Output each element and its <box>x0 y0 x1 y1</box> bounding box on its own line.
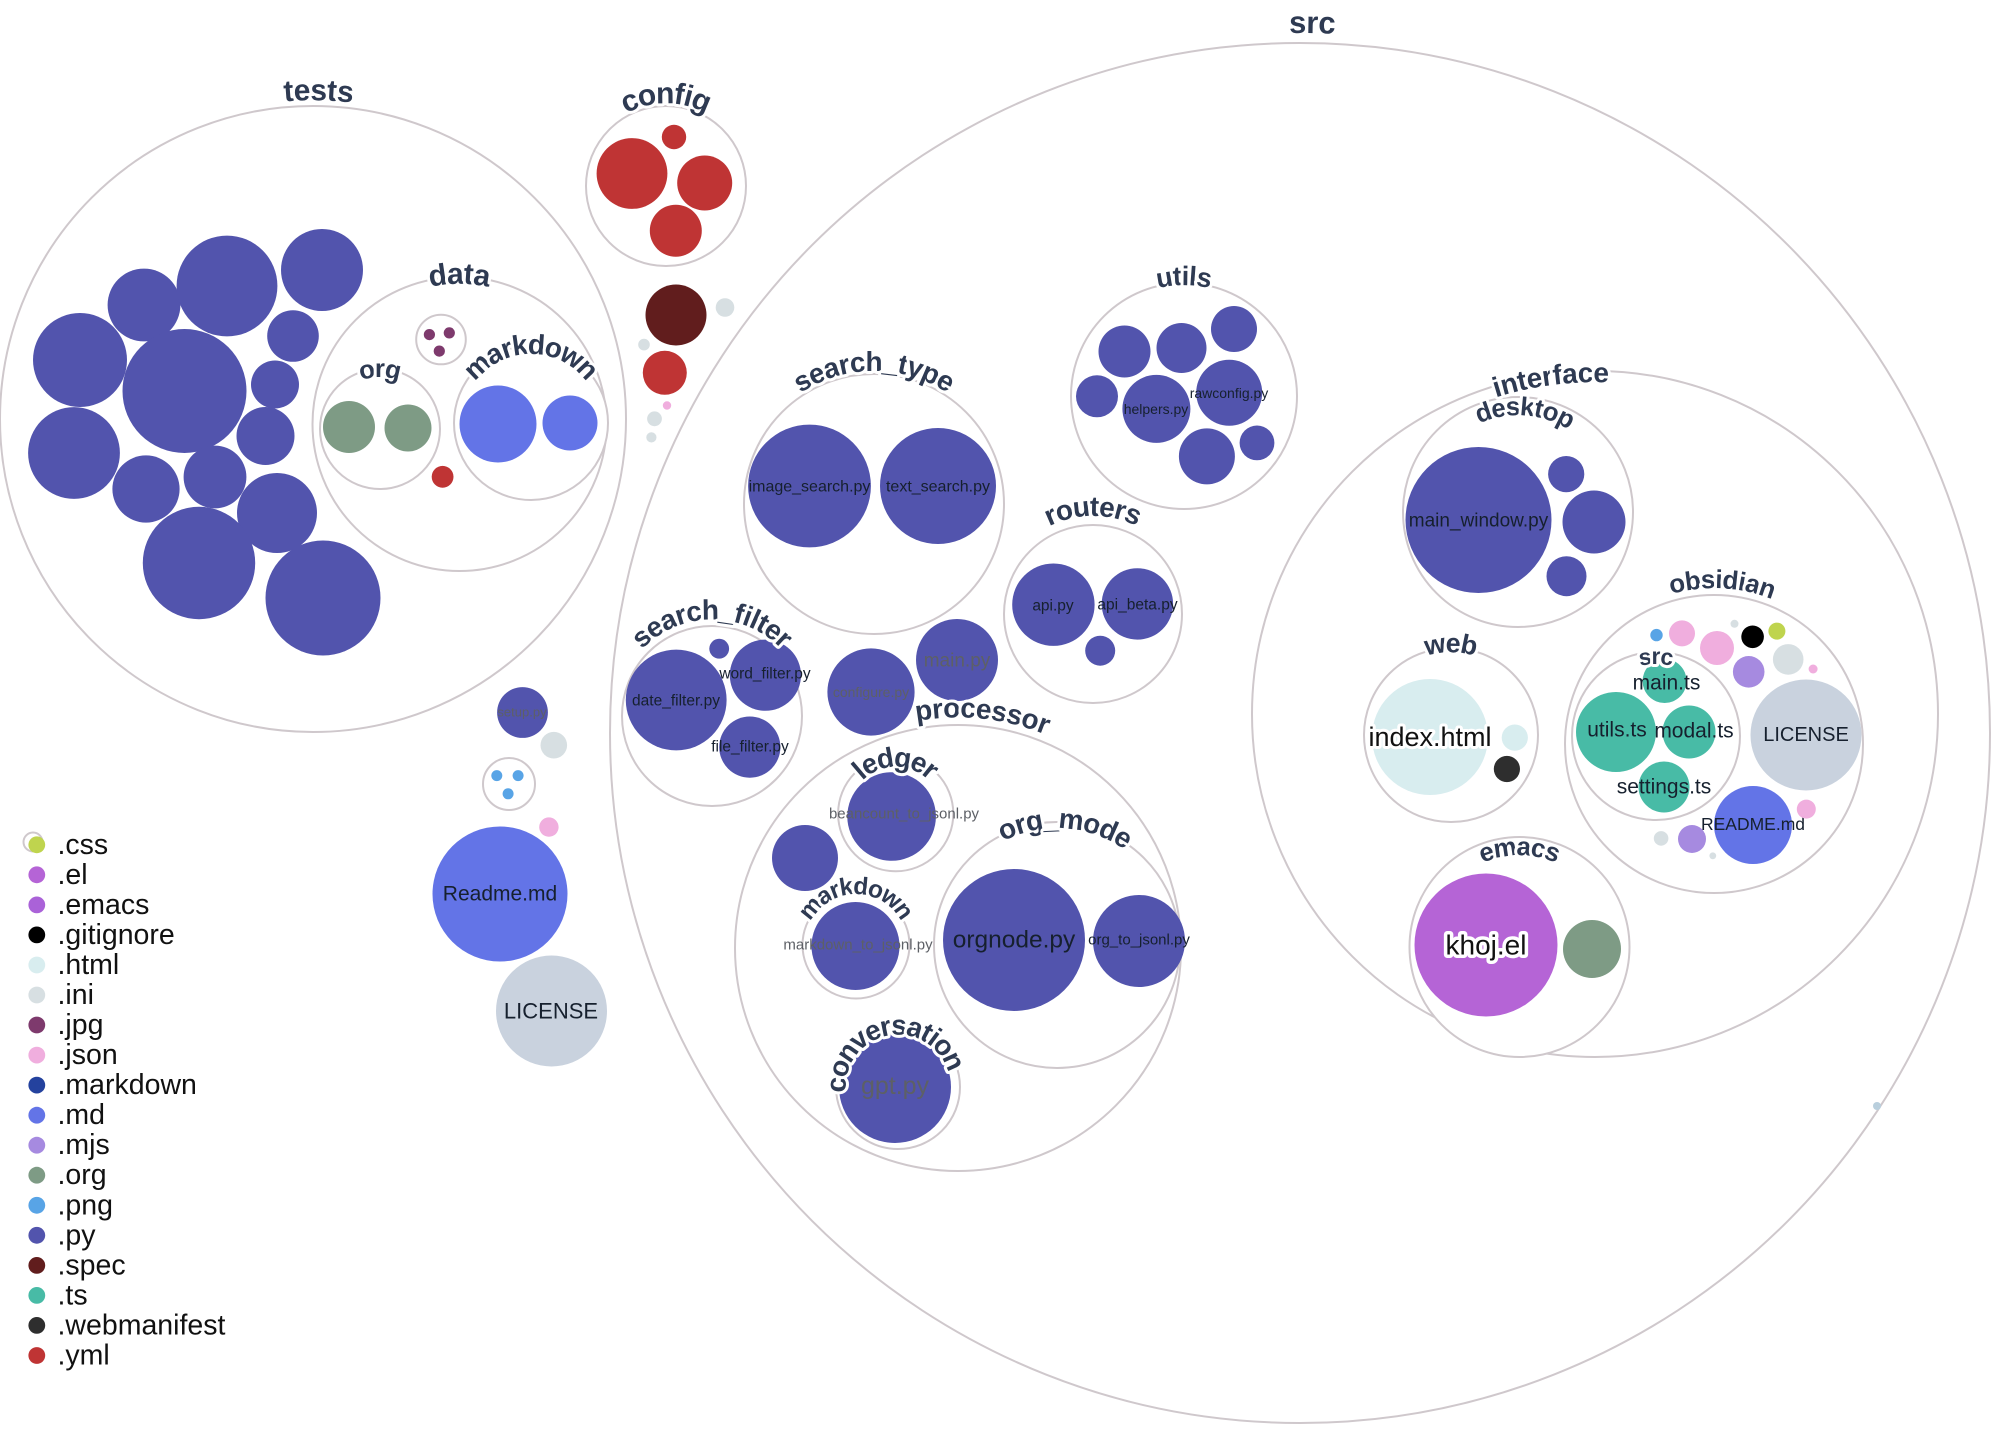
svg-text:LICENSE: LICENSE <box>1763 724 1849 746</box>
svg-text:.mjs: .mjs <box>58 1129 110 1161</box>
svg-text:.yml: .yml <box>58 1340 110 1372</box>
svg-text:.ini: .ini <box>58 979 94 1011</box>
svg-text:beancount_to_jsonl.py: beancount_to_jsonl.py <box>829 806 980 823</box>
svg-text:data: data <box>426 258 493 294</box>
svg-text:gpt.py: gpt.py <box>861 1072 930 1100</box>
svg-text:README.md: README.md <box>1701 814 1805 834</box>
svg-text:main_window.py: main_window.py <box>1409 511 1549 532</box>
svg-text:org: org <box>356 353 405 386</box>
svg-text:api_beta.py: api_beta.py <box>1097 597 1177 614</box>
svg-text:.png: .png <box>58 1189 113 1221</box>
svg-text:web: web <box>1421 628 1480 662</box>
svg-text:.html: .html <box>58 949 120 981</box>
svg-text:.py: .py <box>58 1219 97 1251</box>
svg-text:configure.py: configure.py <box>833 684 909 700</box>
svg-text:.ts: .ts <box>58 1279 88 1311</box>
svg-text:LICENSE: LICENSE <box>504 999 598 1024</box>
svg-text:modal.ts: modal.ts <box>1654 720 1733 743</box>
svg-text:src: src <box>1637 643 1676 671</box>
svg-text:.spec: .spec <box>58 1249 126 1281</box>
svg-text:.org: .org <box>58 1159 107 1191</box>
svg-text:.css: .css <box>58 829 109 861</box>
svg-text:markdown_to_jsonl.py: markdown_to_jsonl.py <box>783 937 933 954</box>
svg-text:.jpg: .jpg <box>58 1009 104 1041</box>
svg-text:api.py: api.py <box>1032 598 1074 615</box>
svg-text:index.html: index.html <box>1368 722 1491 752</box>
svg-text:file_filter.py: file_filter.py <box>711 739 789 756</box>
svg-text:settings.ts: settings.ts <box>1617 776 1712 799</box>
svg-text:orgnode.py: orgnode.py <box>953 927 1076 954</box>
svg-text:image_search.py: image_search.py <box>749 479 871 496</box>
svg-text:.emacs: .emacs <box>58 889 150 921</box>
svg-text:.webmanifest: .webmanifest <box>58 1309 226 1341</box>
svg-text:main.ts: main.ts <box>1633 672 1701 695</box>
svg-text:tests: tests <box>282 74 355 109</box>
svg-text:src: src <box>1289 5 1336 41</box>
svg-text:rawconfig.py: rawconfig.py <box>1190 385 1269 401</box>
svg-text:text_search.py: text_search.py <box>886 479 990 496</box>
svg-text:.markdown: .markdown <box>58 1069 197 1101</box>
svg-text:.md: .md <box>58 1099 106 1131</box>
svg-text:utils.ts: utils.ts <box>1587 719 1647 742</box>
svg-text:.gitignore: .gitignore <box>58 919 175 951</box>
svg-text:.el: .el <box>58 859 88 891</box>
svg-text:utils: utils <box>1154 261 1215 294</box>
svg-text:date_filter.py: date_filter.py <box>632 693 720 710</box>
svg-text:Readme.md: Readme.md <box>443 883 557 906</box>
svg-text:main.py: main.py <box>924 651 991 672</box>
svg-text:setup.py: setup.py <box>497 705 547 720</box>
svg-text:.json: .json <box>58 1039 118 1071</box>
svg-text:khoj.el: khoj.el <box>1446 930 1527 961</box>
svg-text:org_to_jsonl.py: org_to_jsonl.py <box>1088 932 1190 949</box>
svg-text:helpers.py: helpers.py <box>1124 401 1189 417</box>
svg-text:word_filter.py: word_filter.py <box>718 666 811 683</box>
